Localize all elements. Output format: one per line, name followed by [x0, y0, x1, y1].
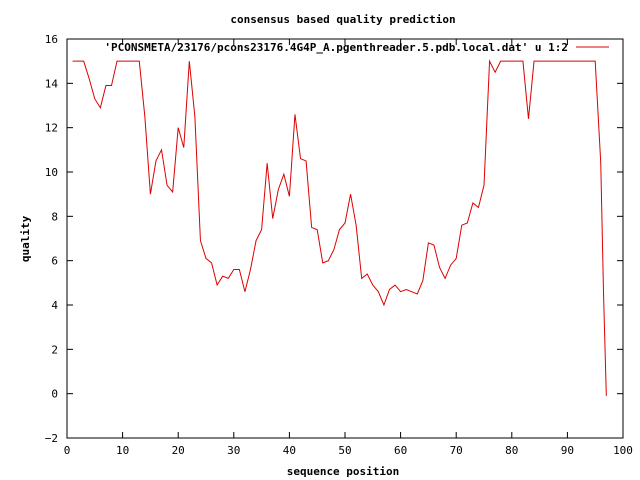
x-tick-label: 50 [338, 444, 351, 457]
y-tick-label: 10 [45, 166, 58, 179]
chart-title: consensus based quality prediction [230, 13, 455, 26]
y-tick-label: 12 [45, 122, 58, 135]
x-tick-label: 90 [561, 444, 574, 457]
y-tick-label: 6 [51, 255, 58, 268]
plot-frame [66, 38, 624, 439]
axis-ticks: 0 10 20 30 40 50 60 70 80 90 100 −2 0 2 4 6 8 10 12 14 16 [45, 33, 633, 457]
legend: 'PCONSMETA/23176/pcons23176.4G4P_A.pgent… [104, 41, 609, 54]
y-axis-label: quality [19, 215, 32, 262]
x-tick-label: 70 [450, 444, 463, 457]
legend-label: 'PCONSMETA/23176/pcons23176.4G4P_A.pgent… [104, 41, 568, 54]
y-tick-label: 14 [45, 77, 59, 90]
x-tick-label: 100 [613, 444, 633, 457]
x-tick-label: 80 [505, 444, 518, 457]
x-tick-label: 40 [283, 444, 296, 457]
series-group [72, 59, 607, 396]
x-tick-label: 10 [116, 444, 129, 457]
y-tick-label: 8 [51, 210, 58, 223]
y-tick-label: 0 [51, 388, 58, 401]
x-tick-label: 30 [227, 444, 240, 457]
series-line-0 [72, 59, 607, 396]
x-tick-label: 60 [394, 444, 407, 457]
y-tick-label: −2 [45, 432, 58, 445]
y-tick-label: 16 [45, 33, 58, 46]
x-axis-label: sequence position [287, 465, 400, 478]
x-tick-label: 20 [172, 444, 185, 457]
y-tick-label: 2 [51, 343, 58, 356]
y-tick-label: 4 [51, 299, 58, 312]
x-tick-label: 0 [64, 444, 71, 457]
